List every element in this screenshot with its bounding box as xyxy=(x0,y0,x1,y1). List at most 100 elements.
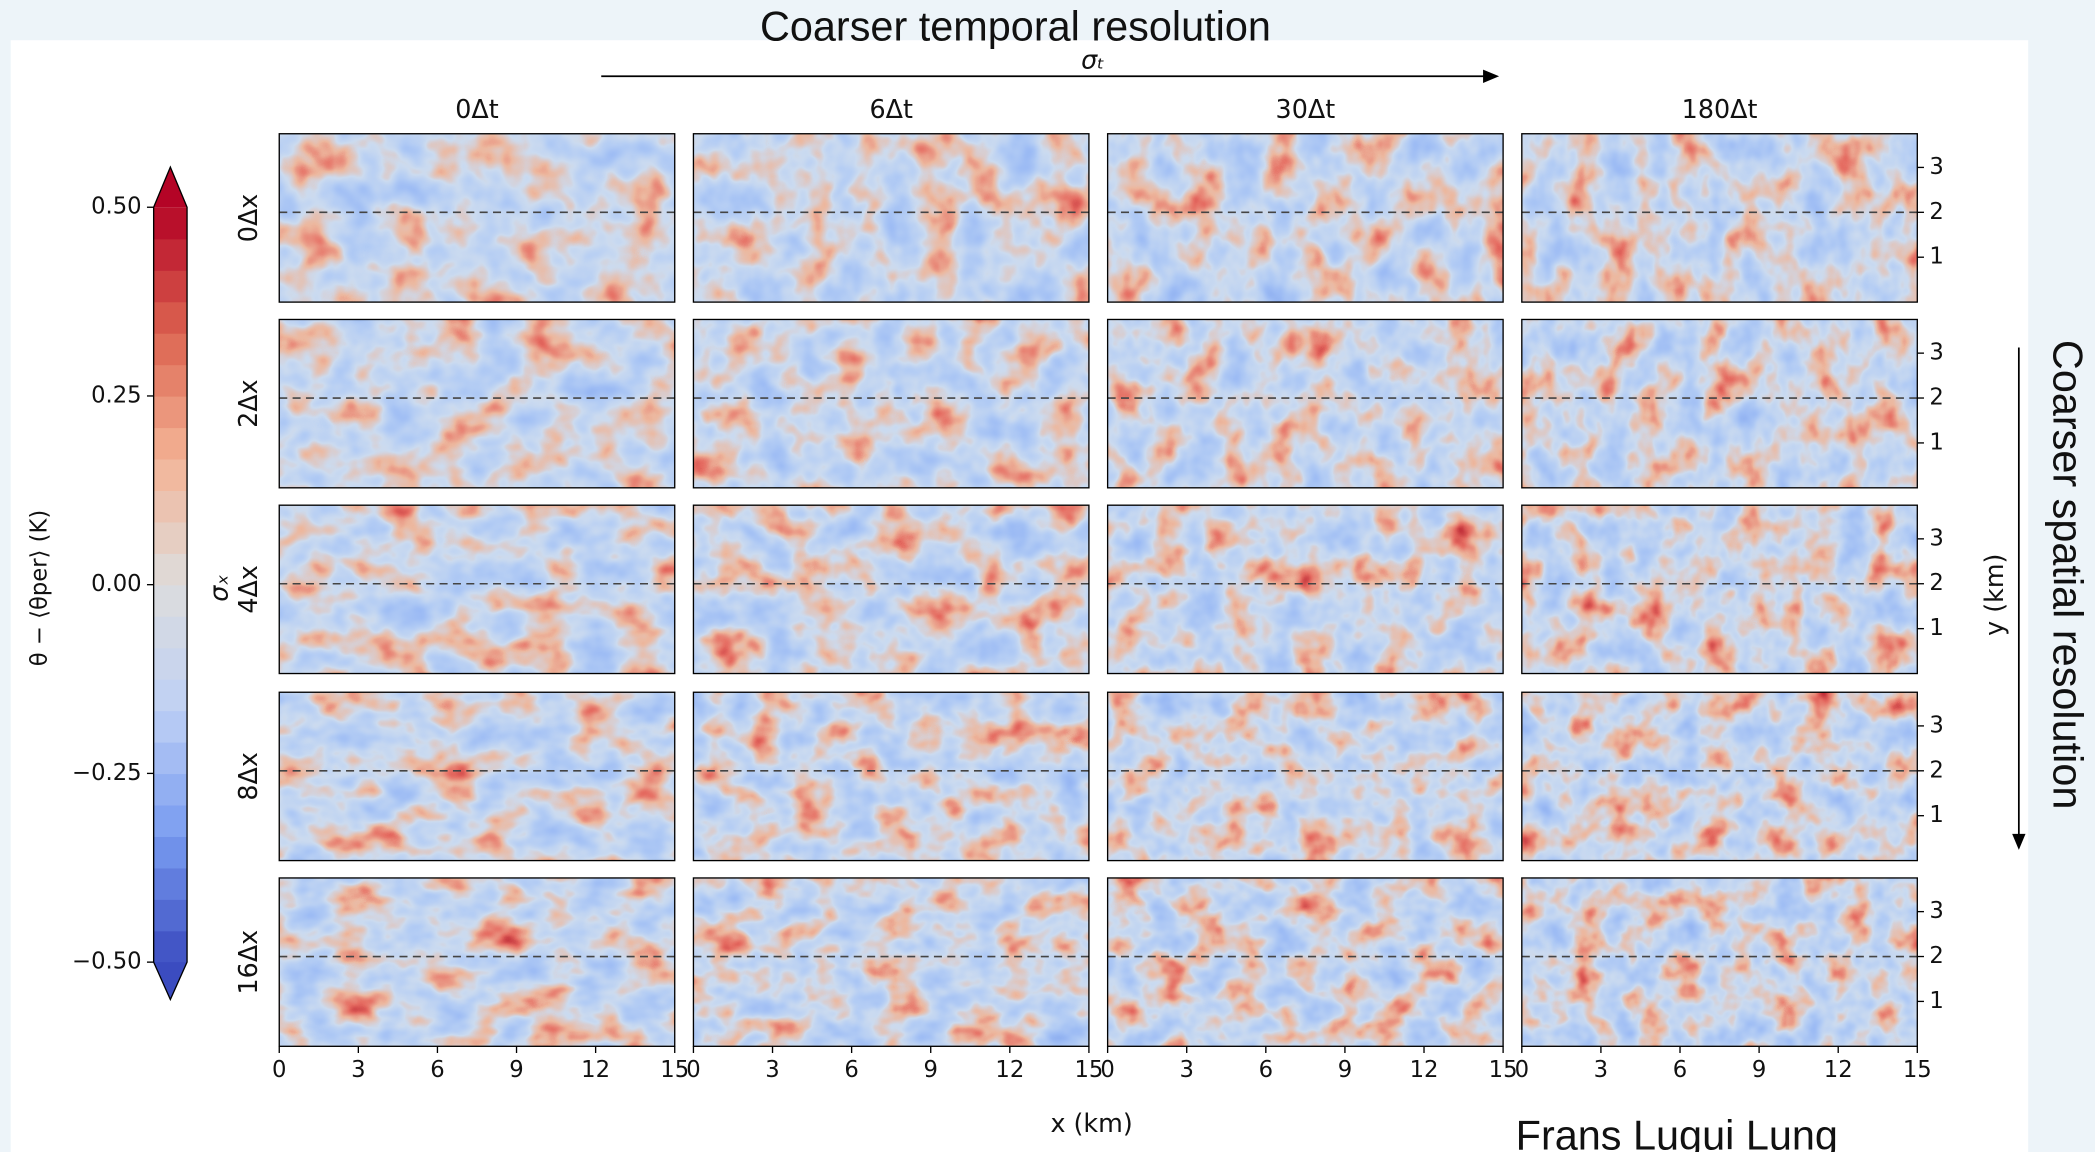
panel-frame xyxy=(692,318,1090,489)
x-tick-label: 15 xyxy=(1074,1057,1103,1083)
row-label: 16Δx xyxy=(233,930,263,995)
panel-frame xyxy=(692,504,1090,675)
colorbar-band xyxy=(153,301,188,334)
panel-frame xyxy=(1106,504,1504,675)
colorbar-tick-label: 0.25 xyxy=(91,382,142,408)
colorbar-band xyxy=(153,553,188,586)
x-tick-label: 3 xyxy=(351,1057,365,1083)
colorbar-tick-label: −0.50 xyxy=(72,949,142,975)
colorbar-band xyxy=(153,270,188,303)
colorbar-tick-label: 0.00 xyxy=(91,571,142,597)
panel-frame xyxy=(692,691,1090,862)
panel-frame xyxy=(278,504,676,675)
panel-frame xyxy=(278,691,676,862)
field-panel xyxy=(1107,133,1504,303)
y-tick-label: 2 xyxy=(1929,199,1943,225)
y-tick-label: 3 xyxy=(1929,525,1943,551)
x-tick-label: 9 xyxy=(509,1057,523,1083)
field-panel xyxy=(279,877,675,1047)
colorbar-band xyxy=(153,458,188,491)
y-axis-label: y (km) xyxy=(1979,554,2009,636)
x-tick-label: 6 xyxy=(1259,1057,1273,1083)
colorbar-band xyxy=(153,238,188,271)
colorbar-band xyxy=(153,521,188,554)
x-tick-label: 0 xyxy=(686,1057,700,1083)
y-tick-label: 2 xyxy=(1929,757,1943,783)
panel-frame xyxy=(1521,504,1918,675)
panel-frame xyxy=(692,877,1090,1047)
x-tick-label: 12 xyxy=(1824,1057,1853,1083)
y-tick-label: 1 xyxy=(1929,244,1943,270)
colorbar-band xyxy=(153,427,188,460)
field-panel xyxy=(279,133,675,303)
panel-frame xyxy=(1106,877,1504,1047)
colorbar-tick-label: −0.25 xyxy=(72,760,142,786)
y-tick-label: 2 xyxy=(1929,385,1943,411)
x-tick-label: 9 xyxy=(923,1057,937,1083)
time-symbol: σₜ xyxy=(1081,45,1105,75)
field-panel xyxy=(279,692,675,861)
row-label: 2Δx xyxy=(233,379,263,428)
field-panel xyxy=(693,692,1089,861)
colorbar-band xyxy=(153,647,188,680)
field-panel xyxy=(693,133,1089,303)
panel-frame xyxy=(1521,133,1918,303)
colorbar-band xyxy=(153,710,188,743)
panel-frame xyxy=(1521,877,1918,1047)
field-panel xyxy=(1107,692,1504,861)
column-label: 180Δt xyxy=(1682,94,1758,124)
x-tick-label: 0 xyxy=(272,1057,286,1083)
y-tick-label: 1 xyxy=(1929,988,1943,1014)
x-tick-label: 12 xyxy=(1410,1057,1439,1083)
colorbar-band xyxy=(153,867,188,900)
x-tick-label: 6 xyxy=(844,1057,858,1083)
title: Coarser temporal resolution xyxy=(760,3,1271,49)
colorbar-band xyxy=(153,364,188,397)
colorbar-band xyxy=(153,490,188,523)
panel-frame xyxy=(1106,691,1504,862)
field-panel xyxy=(1521,133,1918,303)
panel-frame xyxy=(1521,691,1918,862)
field-panel xyxy=(1107,877,1504,1047)
field-panel xyxy=(1521,505,1918,674)
field-panel xyxy=(1107,319,1504,488)
x-tick-label: 9 xyxy=(1752,1057,1766,1083)
panel-frame xyxy=(278,133,676,303)
field-panel xyxy=(693,319,1089,488)
row-label: 8Δx xyxy=(233,752,263,801)
y-tick-label: 1 xyxy=(1929,615,1943,641)
field-panel xyxy=(279,319,675,488)
column-label: 6Δt xyxy=(869,94,913,124)
colorbar-extend-bottom xyxy=(153,962,188,1000)
colorbar-band xyxy=(153,741,188,775)
colorbar-band xyxy=(153,333,188,366)
panel-frame xyxy=(1521,318,1918,489)
row-label: 4Δx xyxy=(233,565,263,614)
column-label: 30Δt xyxy=(1276,94,1336,124)
x-tick-label: 6 xyxy=(430,1057,444,1083)
x-tick-label: 15 xyxy=(1903,1057,1932,1083)
credit: Frans Lugui Lung xyxy=(1516,1112,1838,1152)
panel-frame xyxy=(1106,318,1504,489)
y-tick-label: 1 xyxy=(1929,802,1943,828)
field-panel xyxy=(1521,877,1918,1047)
colorbar-label: θ − ⟨θper⟩ (K) xyxy=(27,510,53,666)
y-tick-label: 1 xyxy=(1929,429,1943,455)
colorbar-band xyxy=(153,395,188,429)
y-tick-label: 2 xyxy=(1929,570,1943,596)
panel-frame xyxy=(692,133,1090,303)
row-label: 0Δx xyxy=(233,194,263,243)
colorbar-band xyxy=(153,773,188,806)
colorbar-band xyxy=(153,207,188,240)
colorbar-band xyxy=(153,616,188,649)
column-label: 0Δt xyxy=(455,94,499,124)
x-tick-label: 3 xyxy=(1594,1057,1608,1083)
x-tick-label: 0 xyxy=(1100,1057,1114,1083)
x-tick-label: 15 xyxy=(660,1057,689,1083)
row-symbol: σₓ xyxy=(203,574,233,601)
x-tick-label: 12 xyxy=(581,1057,610,1083)
panel-frame xyxy=(1106,133,1504,303)
field-panel xyxy=(1521,692,1918,861)
